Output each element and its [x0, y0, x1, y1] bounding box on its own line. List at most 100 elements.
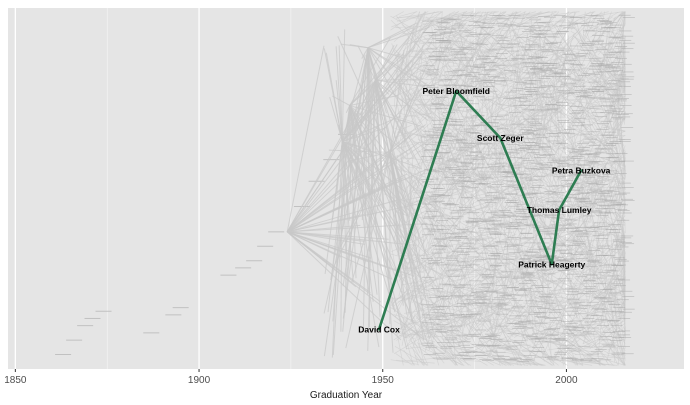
network-edge	[515, 214, 528, 273]
network-edge	[463, 359, 481, 362]
network-edge	[335, 46, 343, 142]
network-edge	[415, 53, 456, 85]
network-edge	[426, 340, 471, 366]
network-edge	[531, 198, 548, 236]
network-edge	[571, 11, 576, 31]
network-edge	[444, 337, 458, 346]
network-edge	[413, 224, 417, 234]
node-label: Thomas Lumley	[527, 205, 592, 215]
network-edge	[392, 221, 435, 263]
network-edge	[604, 84, 626, 89]
network-edge	[415, 56, 453, 101]
network-edge	[617, 144, 623, 166]
network-edge	[436, 123, 465, 190]
network-edge	[433, 53, 450, 56]
network-edge	[584, 177, 626, 182]
network-edge	[421, 101, 443, 125]
network-edge	[545, 24, 569, 28]
network-edge	[494, 136, 503, 215]
network-edge	[521, 180, 539, 192]
network-edge	[483, 95, 503, 106]
network-edge	[538, 299, 563, 328]
network-edge	[605, 246, 626, 292]
network-edge	[613, 223, 623, 251]
network-edge	[467, 187, 481, 216]
x-tick-label: 1950	[372, 375, 395, 386]
network-edge	[476, 11, 522, 23]
network-edge	[504, 201, 512, 212]
network-edge	[461, 293, 473, 309]
network-edge	[566, 104, 584, 132]
network-edge	[462, 319, 466, 328]
network-edge	[468, 299, 497, 338]
network-edge	[407, 160, 412, 212]
highlight-path	[377, 89, 583, 331]
network-edge	[404, 329, 427, 338]
network-edge	[287, 231, 403, 274]
network-edge	[439, 200, 445, 253]
network-edge	[482, 184, 511, 209]
network-edge	[394, 49, 435, 102]
network-edge	[441, 228, 460, 266]
network-edge	[472, 198, 504, 221]
network-edge	[541, 299, 585, 301]
network-edge	[556, 134, 564, 204]
network-edge	[390, 162, 394, 195]
network-edge	[396, 359, 435, 364]
network-edge	[477, 356, 523, 366]
network-edge	[596, 11, 624, 16]
network-edge	[513, 228, 524, 244]
network-edge	[408, 24, 428, 58]
network-edge	[400, 295, 422, 302]
network-edge	[475, 263, 493, 284]
network-edge	[599, 96, 626, 161]
network-edge	[497, 303, 535, 336]
network-edge	[332, 95, 350, 106]
network-edge	[481, 241, 487, 258]
network-edge	[601, 45, 625, 93]
network-edge	[500, 310, 528, 342]
x-tick-label: 1900	[188, 375, 211, 386]
network-edge	[502, 154, 505, 174]
network-edge	[594, 72, 623, 159]
network-edge	[474, 33, 517, 78]
network-edge	[349, 105, 352, 204]
network-edge	[499, 37, 546, 58]
network-edge	[568, 13, 599, 29]
network-edge	[397, 194, 430, 212]
network-edge	[401, 277, 439, 286]
network-edge	[559, 252, 584, 259]
network-edge	[611, 157, 626, 212]
network-edge	[521, 269, 542, 327]
network-edge	[447, 234, 483, 282]
network-edge	[426, 277, 444, 283]
network-edge	[430, 217, 452, 231]
network-edge	[341, 29, 346, 142]
network-edge	[547, 216, 571, 249]
network-edge	[609, 11, 624, 38]
network-edge	[479, 339, 484, 343]
network-edge	[444, 119, 484, 156]
network-edge	[516, 11, 557, 17]
network-edge	[575, 221, 597, 243]
network-edge	[338, 45, 343, 142]
network-edge	[501, 256, 547, 284]
network-edge	[554, 296, 570, 338]
network-edge	[572, 360, 618, 366]
network-edge	[447, 64, 476, 94]
network-edge	[403, 11, 443, 47]
network-edge	[445, 173, 490, 198]
network-edge	[395, 353, 413, 366]
network-edge	[391, 222, 408, 230]
network-edge	[396, 104, 415, 192]
network-edge	[537, 220, 541, 225]
network-edge	[541, 328, 552, 333]
network-edge	[523, 302, 551, 306]
node-labels: David Cox Peter Bloomfield Scott Zeger Patr…	[358, 86, 610, 334]
network-edge	[405, 346, 426, 349]
network-edge	[593, 329, 626, 366]
network-edge	[459, 131, 498, 151]
network-edge	[434, 124, 438, 136]
network-edge	[565, 234, 600, 238]
network-edge	[438, 133, 455, 190]
